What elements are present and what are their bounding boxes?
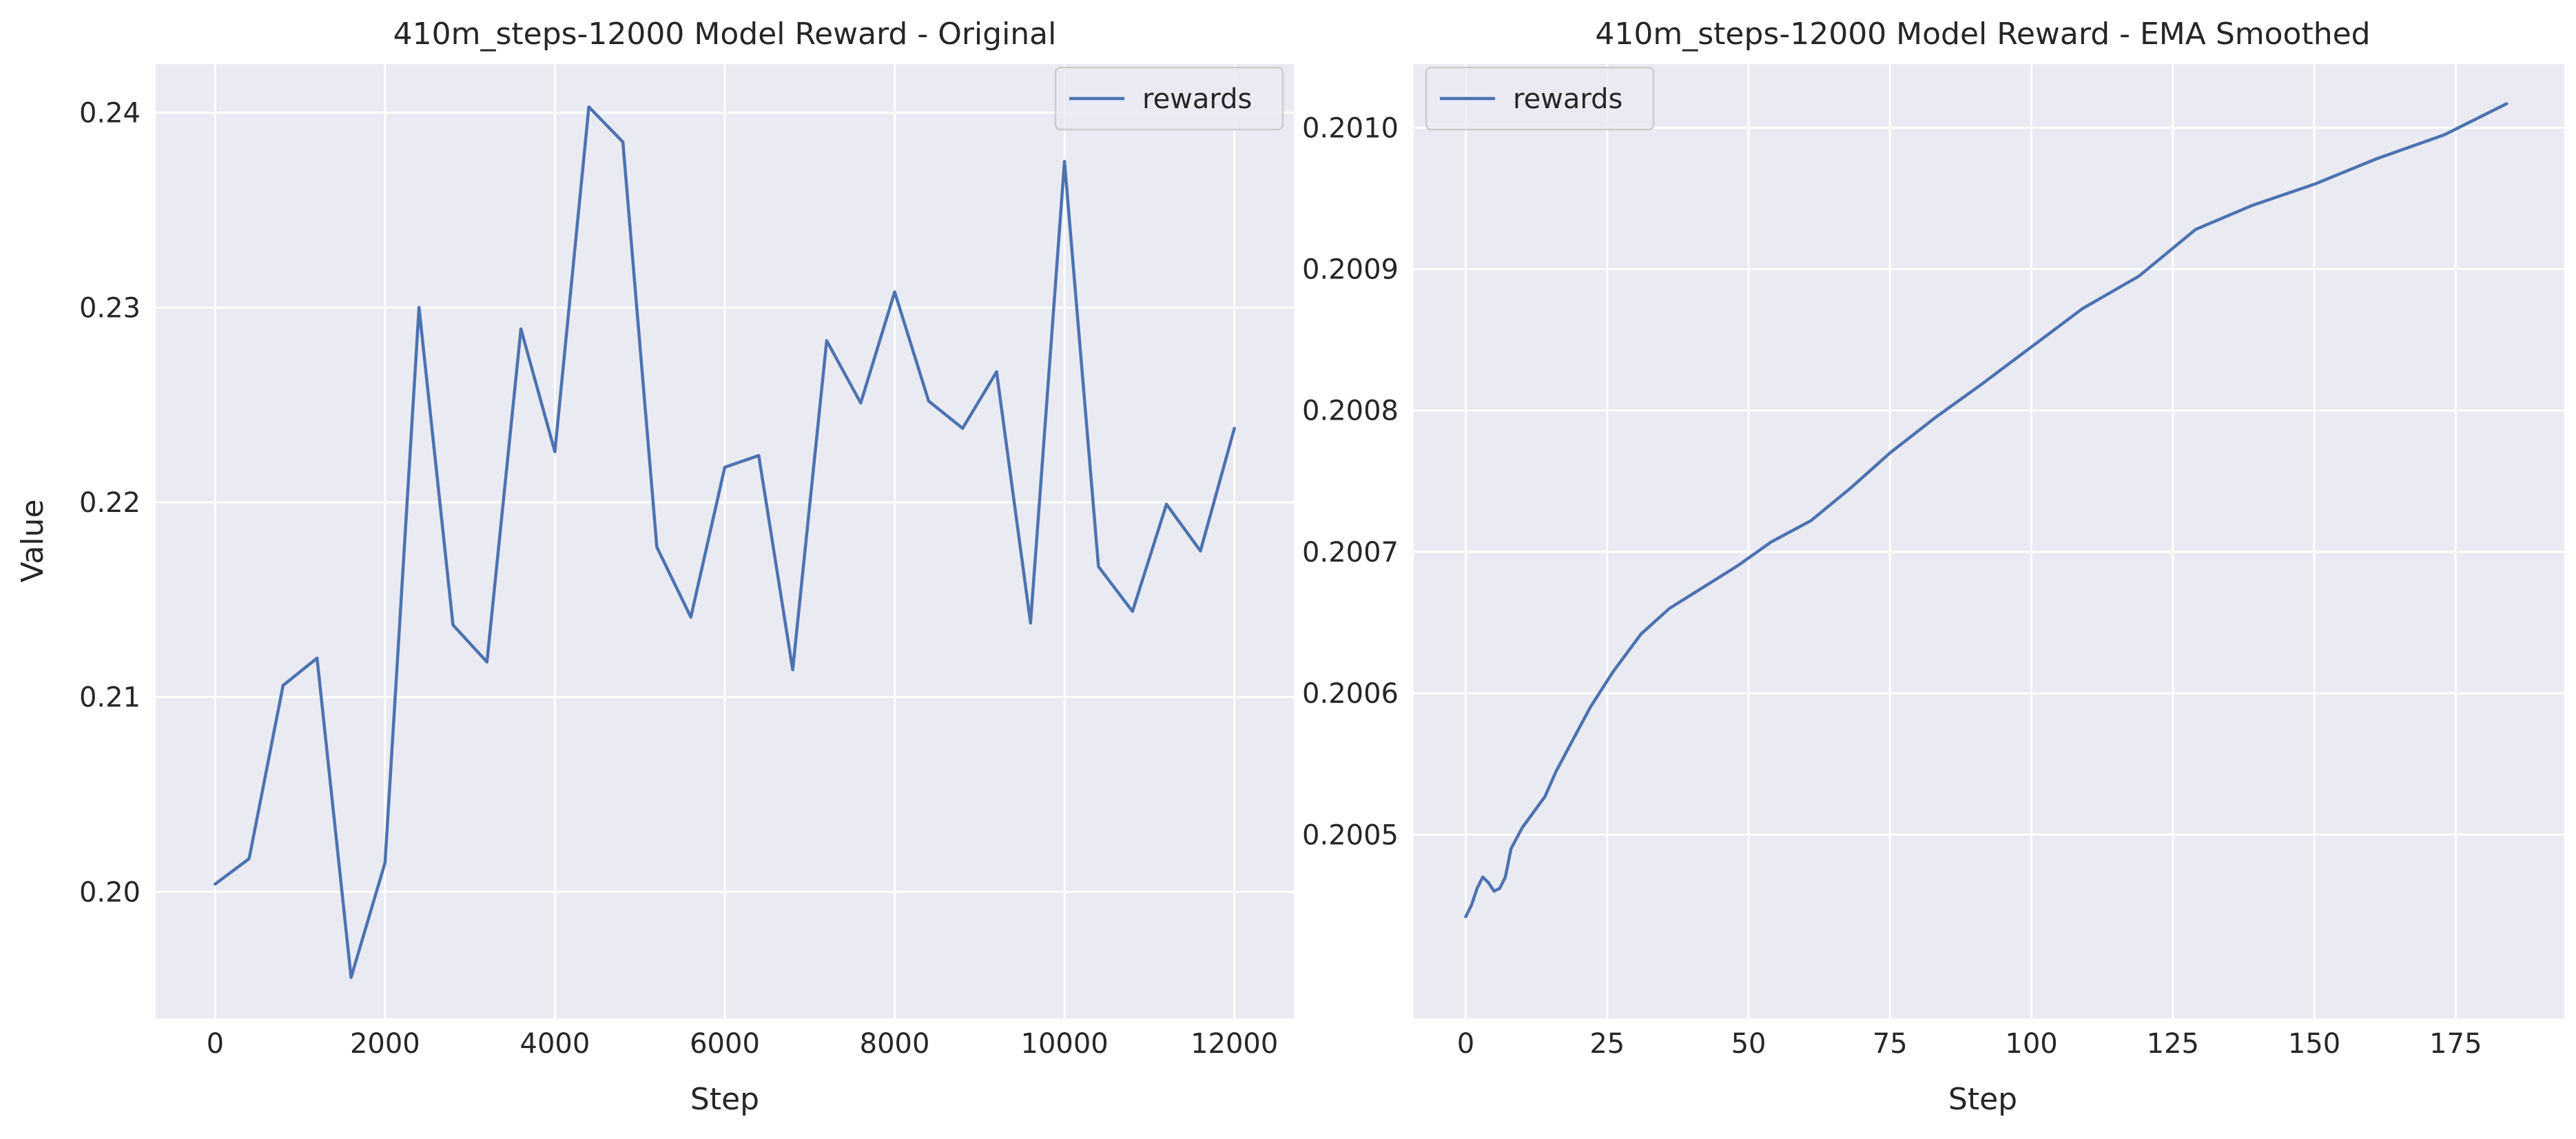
- legend: rewards: [1054, 66, 1284, 131]
- y-tick-label: 0.2008: [1302, 396, 1399, 427]
- x-tick-label: 8000: [860, 1028, 930, 1060]
- x-tick-label: 2000: [350, 1028, 420, 1060]
- x-tick-label: 150: [2288, 1028, 2340, 1060]
- legend-box: [1054, 66, 1284, 131]
- y-tick-label: 0.21: [79, 682, 141, 714]
- chart-title: 410m_steps-12000 Model Reward - Original: [393, 17, 1057, 52]
- y-tick-label: 0.2006: [1302, 678, 1399, 710]
- x-tick-label: 4000: [520, 1028, 590, 1060]
- y-tick-label: 0.2010: [1302, 112, 1399, 144]
- x-tick-label: 25: [1589, 1028, 1625, 1060]
- y-axis-label: Value: [15, 500, 50, 583]
- y-tick-label: 0.22: [79, 487, 141, 519]
- y-tick-label: 0.23: [79, 292, 141, 324]
- y-tick-label: 0.24: [79, 98, 141, 130]
- x-tick-label: 125: [2147, 1028, 2199, 1060]
- legend-box: [1425, 66, 1655, 131]
- x-tick-label: 0: [1457, 1028, 1474, 1060]
- y-tick-label: 0.2007: [1302, 537, 1399, 568]
- x-tick-label: 100: [2005, 1028, 2057, 1060]
- x-tick-label: 0: [207, 1028, 224, 1060]
- series-line-rewards: [1464, 102, 2508, 919]
- x-tick-label: 10000: [1021, 1028, 1109, 1060]
- x-tick-label: 50: [1731, 1028, 1766, 1060]
- series-line-rewards: [214, 105, 1236, 979]
- chart-title: 410m_steps-12000 Model Reward - EMA Smoo…: [1595, 17, 2370, 52]
- x-axis-label: Step: [690, 1082, 759, 1117]
- y-tick-label: 0.2009: [1302, 254, 1399, 286]
- legend-label: rewards: [1513, 83, 1622, 115]
- x-tick-label: 6000: [690, 1028, 760, 1060]
- y-tick-label: 0.20: [79, 876, 141, 908]
- legend: rewards: [1425, 66, 1655, 131]
- chart-ema-smoothed: 410m_steps-12000 Model Reward - EMA Smoo…: [1302, 17, 2564, 1117]
- x-tick-label: 12000: [1191, 1028, 1278, 1060]
- x-tick-label: 175: [2429, 1028, 2482, 1060]
- x-axis-label: Step: [1948, 1082, 2017, 1117]
- y-tick-label: 0.2005: [1302, 819, 1399, 851]
- plot-area: [1414, 64, 2564, 1018]
- chart-original: 410m_steps-12000 Model Reward - Original…: [15, 17, 1294, 1117]
- legend-label: rewards: [1142, 83, 1252, 115]
- x-tick-label: 75: [1873, 1028, 1908, 1060]
